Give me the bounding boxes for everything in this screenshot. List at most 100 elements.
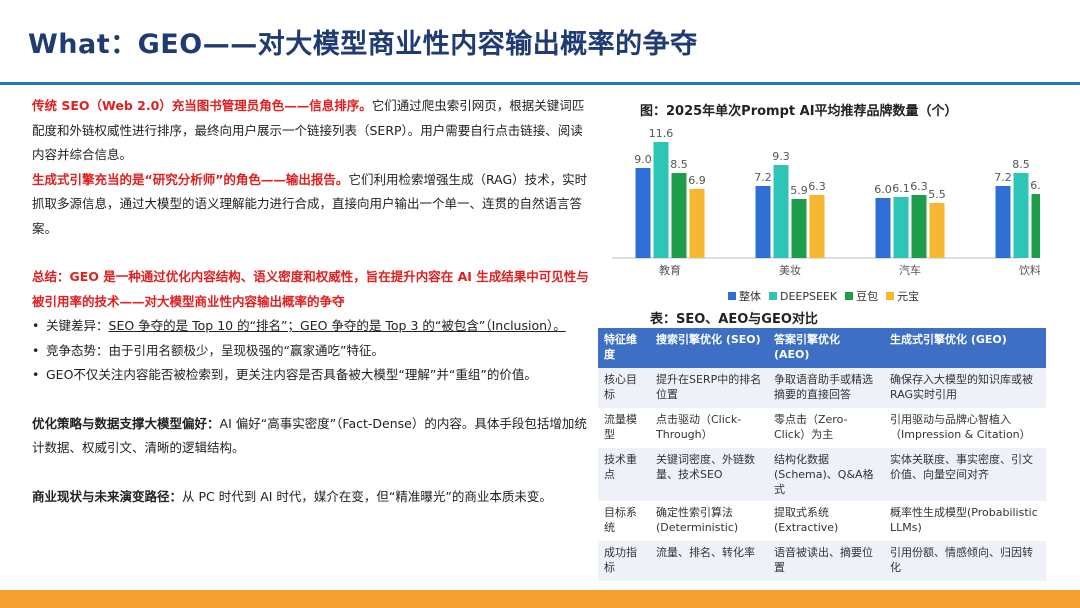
table-header-cell: 生成式引擎优化 (GEO): [884, 328, 1046, 368]
table-cell: 实体关联度、事实密度、引文价值、向量空间对齐: [884, 448, 1046, 501]
table-cell: 技术重点: [598, 448, 650, 501]
table-row: 技术重点 关键词密度、外链数量、技术SEO 结构化数据(Schema)、Q&A格…: [598, 448, 1046, 501]
data-label: 8.5: [1012, 158, 1030, 171]
bullet-item: GEO不仅关注内容能否被检索到，更关注内容是否具备被大模型“理解”并“重组”的价…: [32, 363, 592, 388]
data-label: 6.9: [688, 174, 706, 187]
x-tick-label: 美妆: [779, 264, 801, 277]
table-header-cell: 答案引擎优化 (AEO): [768, 328, 884, 368]
summary-text: 总结：GEO 是一种通过优化内容结构、语义密度和权威性，旨在提升内容在 AI 生…: [32, 269, 589, 309]
data-label: 6.3: [910, 180, 928, 193]
x-tick-label: 教育: [659, 263, 681, 277]
bar: [689, 189, 705, 258]
bar: [1031, 194, 1040, 258]
page-title: What：GEO——对大模型商业性内容输出概率的争夺: [28, 29, 698, 60]
bar: [1013, 173, 1029, 258]
legend-item: 整体: [728, 288, 761, 304]
left-text-panel: 传统 SEO（Web 2.0）充当图书管理员角色——信息排序。它们通过爬虫索引网…: [32, 94, 592, 509]
table-row: 目标系统 确定性索引算法(Deterministic) 提取式系统(Extrac…: [598, 501, 1046, 541]
table-cell: 提升在SERP中的排名位置: [650, 368, 768, 408]
data-label: 8.5: [670, 158, 688, 171]
table-cell: 成功指标: [598, 541, 650, 581]
data-label: 5.9: [790, 184, 808, 197]
data-label: 9.0: [634, 153, 652, 166]
chart-title: 图：2025年单次Prompt AI平均推荐品牌数量（个）: [640, 104, 958, 119]
table-cell: 结构化数据(Schema)、Q&A格式: [768, 448, 884, 501]
business-heading: 商业现状与未来演变路径：: [32, 488, 183, 504]
bullet-text: GEO不仅关注内容能否被检索到，更关注内容是否具备被大模型“理解”并“重组”的价…: [46, 367, 537, 382]
geo-highlight: 生成式引擎充当的是“研究分析师”的角色——输出报告。: [32, 171, 349, 187]
table-row: 核心目标 提升在SERP中的排名位置 争取语音助手或精选摘要的直接回答 确保存入…: [598, 368, 1046, 408]
data-label: 7.2: [994, 171, 1012, 184]
bar: [755, 186, 771, 258]
data-label: 11.6: [649, 127, 674, 140]
table-cell: 确保存入大模型的知识库或被RAG实时引用: [884, 368, 1046, 408]
data-label: 6.3: [808, 180, 826, 193]
table-cell: 零点击（Zero-Click）为主: [774, 413, 848, 441]
bullet-list: 关键差异：SEO 争夺的是 Top 10 的“排名”；GEO 争夺的是 Top …: [32, 314, 592, 388]
table-title: 表：SEO、AEO与GEO对比: [650, 312, 818, 327]
strategy-text: AI 偏好“高事实密度”（Fact-Dense）的内容。具体手段包括增加统计数据…: [32, 415, 587, 456]
bar: [875, 198, 891, 258]
comparison-table: 特征维度 搜索引擎优化 (SEO) 答案引擎优化 (AEO) 生成式引擎优化 (…: [598, 328, 1046, 581]
legend-item: DEEPSEEK: [769, 288, 837, 304]
bar: [791, 199, 807, 258]
business-text: 从 PC 时代到 AI 时代，媒介在变，但“精准曝光”的商业本质未变。: [182, 488, 552, 504]
seo-text: 它们通过爬虫索引网页，根据关键词匹配度和外链权威性进行排序，最终向用户展示一个链…: [32, 98, 585, 162]
legend-swatch: [886, 292, 895, 300]
legend-item: 豆包: [845, 288, 878, 304]
data-label: 6.1: [892, 182, 910, 195]
data-label: 9.3: [772, 150, 790, 163]
table-cell: 语音被读出、摘要位置: [768, 541, 884, 581]
data-label: 6.0: [874, 183, 892, 196]
bar: [929, 203, 945, 258]
seo-highlight: 传统 SEO（Web 2.0）充当图书管理员角色——信息排序。: [32, 98, 372, 113]
data-label: 6.4: [1030, 179, 1040, 192]
table-row: 流量模型 点击驱动（Click-Through） 零点击（Zero-Click）…: [598, 408, 1046, 448]
title-divider: [0, 82, 1080, 85]
x-tick-label: 汽车: [899, 263, 921, 277]
bullet-text: SEO 争夺的是 Top 10 的“排名”；GEO 争夺的是 Top 3 的“被…: [108, 318, 566, 333]
data-label: 7.2: [754, 171, 772, 184]
table-header-cell: 搜索引擎优化 (SEO): [650, 328, 768, 368]
bar: [773, 165, 789, 258]
paragraph-business: 商业现状与未来演变路径：从 PC 时代到 AI 时代，媒介在变，但“精准曝光”的…: [32, 485, 592, 510]
table-cell: 概率性生成模型(Probabilistic LLMs): [890, 506, 1038, 534]
legend-swatch: [769, 292, 777, 300]
data-label: 5.5: [928, 188, 946, 201]
table-cell: 争取语音助手或精选摘要的直接回答: [768, 368, 884, 408]
table-cell: 确定性索引算法(Deterministic): [656, 506, 739, 534]
geo-text: 它们利用检索增强生成（RAG）技术，实时抓取多源信息，通过大模型的语义理解能力进…: [32, 171, 588, 236]
table-header-row: 特征维度 搜索引擎优化 (SEO) 答案引擎优化 (AEO) 生成式引擎优化 (…: [598, 328, 1046, 368]
bullet-item: 竞争态势：由于引用名额极少，呈现极强的“赢家通吃”特征。: [32, 339, 592, 364]
bar: [893, 197, 909, 258]
paragraph-strategy: 优化策略与数据支撑大模型偏好：AI 偏好“高事实密度”（Fact-Dense）的…: [32, 412, 592, 461]
bottom-accent-bar: [0, 590, 1080, 608]
table-cell: 目标系统: [604, 506, 637, 534]
table-cell: 引用驱动与品牌心智植入（Impression & Citation）: [890, 413, 1031, 441]
bullet-item: 关键差异：SEO 争夺的是 Top 10 的“排名”；GEO 争夺的是 Top …: [32, 314, 592, 339]
legend-swatch: [845, 292, 854, 300]
legend-item: 元宝: [886, 288, 919, 304]
table-cell: 提取式系统(Extractive): [774, 506, 839, 534]
table-cell: 流量、排名、转化率: [650, 541, 768, 581]
strategy-heading: 优化策略与数据支撑大模型偏好：: [32, 415, 220, 431]
paragraph-geo: 生成式引擎充当的是“研究分析师”的角色——输出报告。它们利用检索增强生成（RAG…: [32, 168, 592, 242]
table-row: 成功指标 流量、排名、转化率 语音被读出、摘要位置 引用份额、情感倾向、归因转化: [598, 541, 1046, 581]
bar: [671, 173, 687, 258]
table-cell: 引用份额、情感倾向、归因转化: [884, 541, 1046, 581]
bar: [809, 195, 825, 258]
bar: [635, 168, 651, 258]
bar: [995, 186, 1011, 258]
chart-legend: 整体 DEEPSEEK 豆包 元宝: [728, 288, 919, 304]
table-cell: 流量模型: [604, 413, 637, 441]
paragraph-seo: 传统 SEO（Web 2.0）充当图书管理员角色——信息排序。它们通过爬虫索引网…: [32, 94, 592, 168]
table-header-cell: 特征维度: [598, 328, 650, 368]
table-cell: 关键词密度、外链数量、技术SEO: [650, 448, 768, 501]
bullet-text: 由于引用名额极少，呈现极强的“赢家通吃”特征。: [108, 342, 384, 358]
bar: [911, 195, 927, 258]
x-tick-label: 饮料: [1019, 263, 1040, 277]
bar: [653, 142, 669, 258]
table-cell: 核心目标: [598, 368, 650, 408]
table-cell: 点击驱动（Click-Through）: [656, 413, 742, 441]
